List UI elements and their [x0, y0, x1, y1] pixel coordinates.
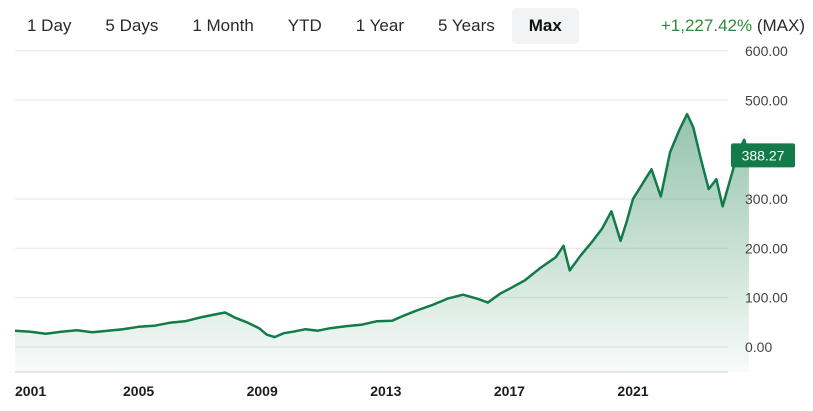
tab-5-years[interactable]: 5 Years [438, 16, 495, 35]
tab-1-day[interactable]: 1 Day [27, 16, 72, 35]
x-tick-label: 2013 [370, 383, 401, 399]
price-change: +1,227.42% (MAX) [661, 8, 805, 44]
x-tick-label: 2001 [15, 383, 46, 399]
x-tick-label: 2005 [123, 383, 154, 399]
tab-5-days[interactable]: 5 Days [105, 16, 159, 35]
y-tick-label: 500.00 [745, 92, 788, 108]
y-tick-label: 0.00 [745, 339, 772, 355]
price-line[interactable] [14, 112, 751, 339]
range-selector: 1 Day 5 Days 1 Month YTD 1 Year 5 Years … [10, 8, 579, 44]
y-tick-label: 100.00 [745, 290, 788, 306]
x-tick-label: 2017 [494, 383, 525, 399]
change-period: (MAX) [756, 16, 805, 35]
price-tag-text: 388.27 [742, 147, 785, 163]
tab-1-month[interactable]: 1 Month [192, 16, 254, 35]
x-tick-label: 2021 [617, 383, 648, 399]
tab-ytd[interactable]: YTD [287, 16, 322, 35]
y-tick-label: 200.00 [745, 240, 788, 256]
current-price-tag: 388.27 [731, 143, 795, 168]
y-tick-label: 600.00 [745, 43, 788, 59]
y-axis: 0.00 100.00 200.00 300.00 500.00 600.00 [745, 43, 788, 355]
tab-max[interactable]: Max [511, 8, 579, 44]
x-axis: 2001 2005 2009 2013 2017 2021 [15, 371, 728, 399]
x-tick-label: 2009 [247, 383, 278, 399]
y-tick-label: 300.00 [745, 191, 788, 207]
change-percent: +1,227.42% [660, 16, 753, 35]
tab-1-year[interactable]: 1 Year [355, 16, 405, 35]
price-area-fill [15, 114, 749, 372]
price-tag-background [731, 143, 795, 168]
